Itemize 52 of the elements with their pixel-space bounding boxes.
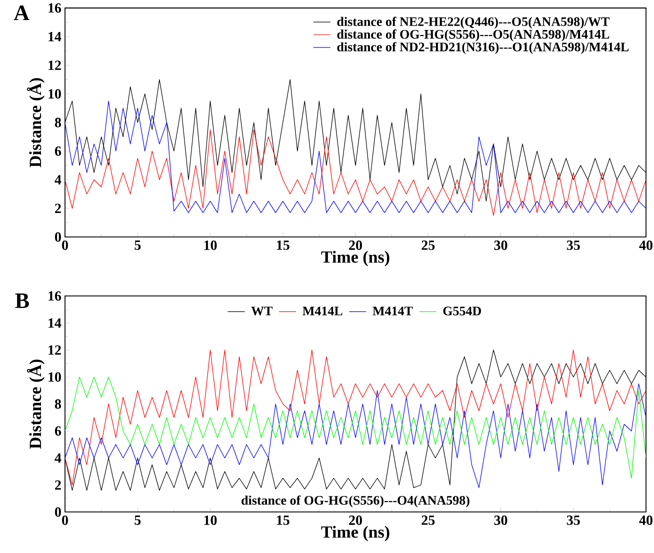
y-tick-label: 2 bbox=[55, 204, 61, 213]
chart-title: B bbox=[15, 294, 29, 308]
y-tick-label: 8 bbox=[54, 118, 62, 128]
y-tick-label: 4 bbox=[54, 175, 62, 184]
legend-label: WT bbox=[251, 306, 273, 316]
y-axis-title: Distance (Å) bbox=[26, 360, 45, 449]
y-tick-label: 6 bbox=[54, 146, 62, 156]
y-tick-label: 8 bbox=[54, 399, 62, 409]
x-tick-label: 20 bbox=[349, 240, 362, 250]
x-tick-label: 25 bbox=[422, 516, 435, 525]
y-tick-label: 4 bbox=[54, 453, 62, 463]
x-tick-label: 0 bbox=[62, 516, 68, 525]
x-tick-label: 10 bbox=[204, 240, 217, 250]
y-tick-label: 0 bbox=[55, 507, 61, 517]
x-tick-label: 25 bbox=[422, 240, 435, 250]
line-series bbox=[65, 100, 646, 213]
y-tick-label: 12 bbox=[48, 60, 61, 70]
y-axis-title: Distance (Å) bbox=[26, 78, 45, 168]
x-tick-label: 40 bbox=[639, 516, 652, 525]
y-tick-label: 10 bbox=[48, 89, 61, 99]
x-tick-label: 15 bbox=[277, 516, 290, 525]
legend-label: G554D bbox=[443, 306, 481, 316]
legend-label: distance of ND2-HD21(N316)---O1(ANA598)/M414L bbox=[337, 42, 629, 54]
y-tick-label: 16 bbox=[48, 3, 62, 13]
x-tick-label: 30 bbox=[494, 516, 508, 525]
x-tick-label: 30 bbox=[494, 240, 508, 250]
x-axis-title: Time (ns) bbox=[321, 250, 390, 266]
y-tick-label: 14 bbox=[48, 318, 62, 328]
legend-label: M414T bbox=[372, 306, 413, 316]
y-tick-label: 2 bbox=[55, 480, 61, 490]
y-tick-label: 6 bbox=[54, 426, 62, 436]
x-tick-label: 10 bbox=[204, 516, 217, 525]
annotation: distance of OG-HG(S556)---O4(ANA598) bbox=[242, 495, 470, 508]
x-tick-label: 15 bbox=[277, 240, 290, 250]
chart-title: A bbox=[14, 6, 30, 20]
line-series bbox=[65, 129, 646, 216]
x-tick-label: 0 bbox=[62, 240, 68, 250]
x-tick-label: 35 bbox=[566, 516, 580, 525]
y-tick-label: 0 bbox=[55, 232, 61, 242]
x-tick-label: 35 bbox=[566, 240, 580, 250]
y-tick-label: 12 bbox=[48, 345, 61, 355]
x-tick-label: 40 bbox=[639, 240, 652, 250]
y-tick-label: 14 bbox=[48, 32, 62, 42]
x-tick-label: 5 bbox=[134, 516, 141, 525]
y-tick-label: 16 bbox=[48, 291, 62, 301]
x-tick-label: 20 bbox=[349, 516, 362, 525]
legend-label: distance of OG-HG(S556)---O5(ANA598)/M414L bbox=[337, 29, 610, 42]
x-tick-label: 5 bbox=[134, 240, 141, 250]
y-tick-label: 10 bbox=[48, 372, 61, 382]
legend-label: distance of NE2-HE22(Q446)---O5(ANA598)/WT bbox=[337, 16, 610, 29]
legend-label: M414L bbox=[302, 306, 342, 316]
x-axis-title: Time (ns) bbox=[321, 526, 390, 542]
